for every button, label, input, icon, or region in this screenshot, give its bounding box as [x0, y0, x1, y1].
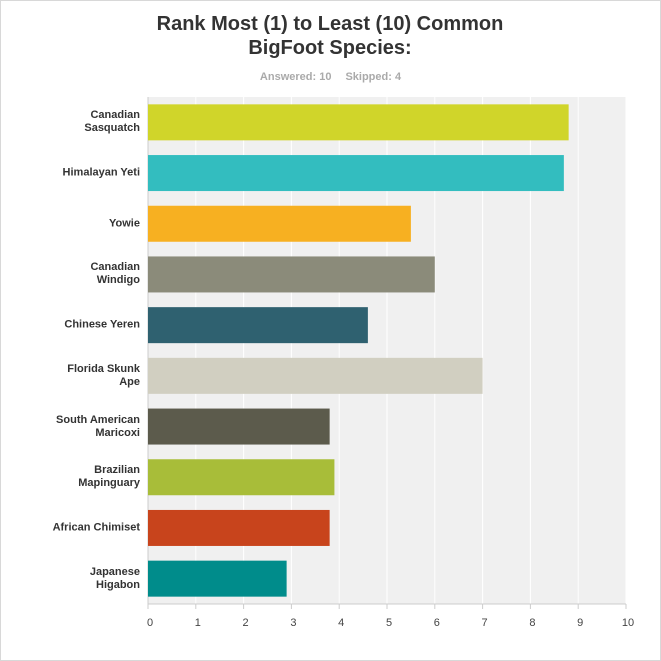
x-tick-label: 2	[243, 617, 249, 629]
x-tick-label: 4	[338, 617, 344, 629]
x-tick-label: 10	[622, 617, 634, 629]
skipped: Skipped: 4	[345, 71, 402, 83]
x-tick-label: 3	[290, 617, 296, 629]
bar	[148, 104, 569, 141]
y-tick-label: Himalayan Yeti	[62, 166, 140, 179]
y-tick-label: South American Maricoxi	[56, 413, 140, 439]
bar	[148, 408, 330, 445]
x-tick-label: 6	[434, 617, 440, 629]
x-tick-label: 9	[577, 617, 583, 629]
answered: Answered: 10	[259, 71, 332, 83]
bar	[148, 155, 564, 192]
y-tick-label: Florida Skunk Ape	[67, 362, 140, 388]
chart-title: Rank Most (1) to Least (10) Common BigFo…	[156, 13, 504, 59]
y-tick-label: Chinese Yeren	[64, 318, 140, 331]
x-tick-label: 5	[386, 617, 392, 629]
bar	[148, 307, 368, 344]
y-tick-label: Yowie	[109, 217, 140, 230]
y-tick-label: Canadian Sasquatch	[84, 109, 140, 135]
x-tick-label: 8	[529, 617, 535, 629]
y-tick-label: Canadian Windigo	[90, 261, 140, 287]
bar	[148, 205, 411, 242]
x-tick-label: 0	[147, 617, 153, 629]
y-tick-label: African Chimiset	[52, 521, 140, 534]
response-counts: Answered: 10 Skipped: 4	[0, 71, 661, 83]
bar	[148, 256, 435, 293]
y-tick-label: Brazilian Mapinguary	[78, 464, 140, 490]
bar	[148, 459, 335, 496]
bar	[148, 357, 483, 394]
x-tick-label: 1	[195, 617, 201, 629]
y-tick-label: Japanese Higabon	[89, 565, 140, 591]
bar	[148, 509, 330, 546]
x-tick-label: 7	[482, 617, 488, 629]
bar	[148, 560, 287, 597]
